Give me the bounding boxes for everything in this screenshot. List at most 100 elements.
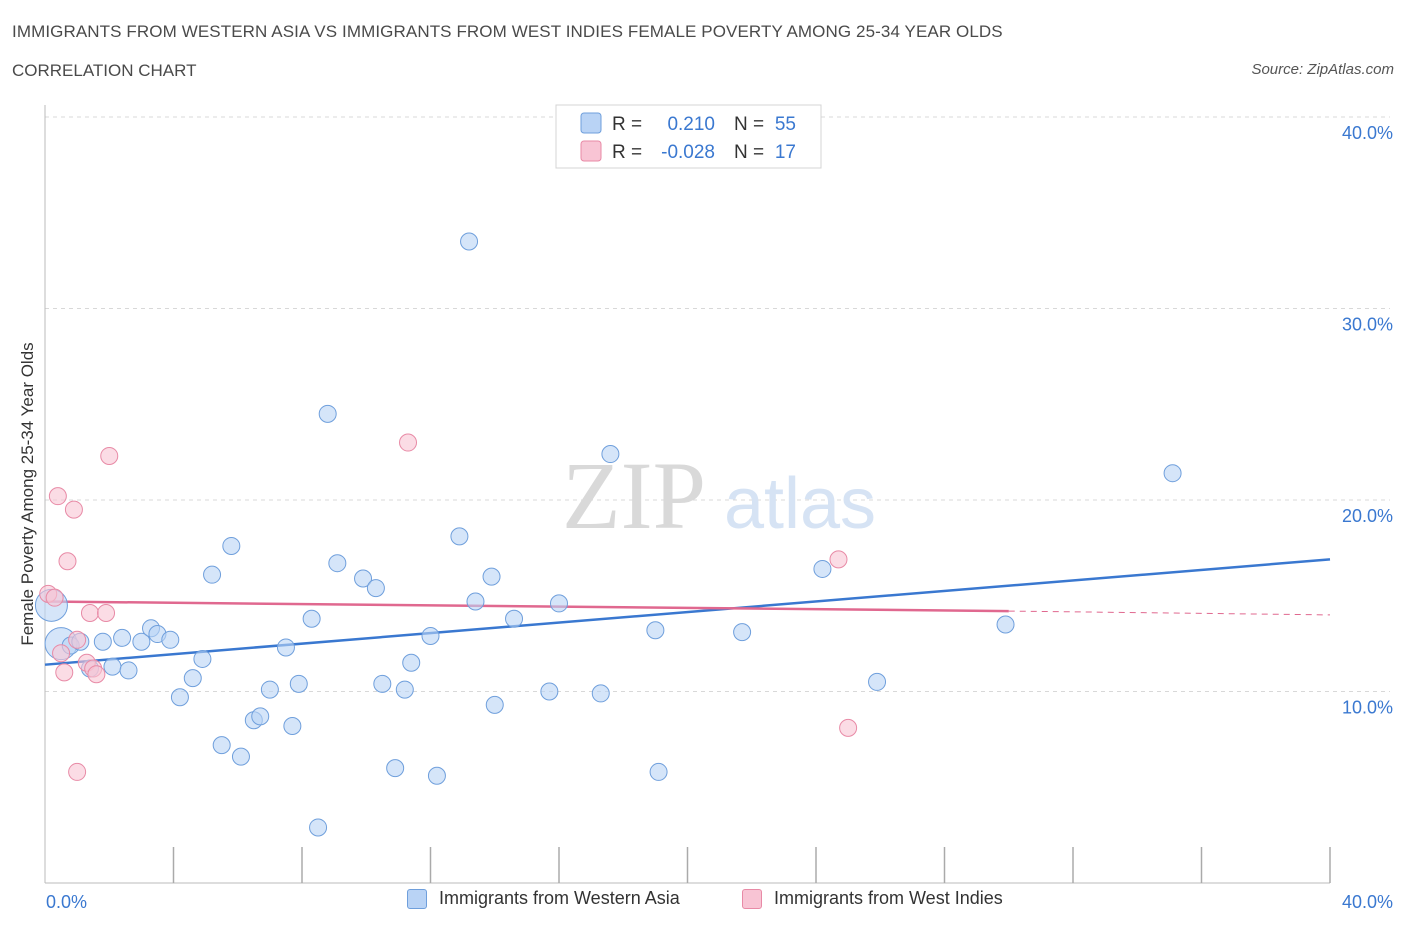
western-asia-point-32: [373, 674, 392, 693]
western-asia-point-36: [421, 626, 440, 645]
data-points: [34, 232, 1182, 837]
western-asia-point-16: [203, 565, 222, 584]
legend-swatch-west-indies: [580, 140, 602, 162]
western-asia-point-54: [1163, 464, 1182, 483]
western-asia-point-19: [231, 747, 250, 766]
western-asia-point-48: [646, 621, 665, 640]
west-indies-point-6: [64, 500, 83, 519]
western-asia-point-31: [366, 579, 385, 598]
western-asia-point-38: [450, 527, 469, 546]
trend-line-west-indies-extension: [1008, 610, 1331, 616]
watermark-zip: ZIP: [562, 442, 706, 549]
western-asia-point-53: [996, 615, 1015, 634]
legend-label-western-asia: Immigrants from Western Asia: [439, 888, 680, 908]
west-indies-point-2: [48, 487, 67, 506]
western-asia-point-22: [260, 680, 279, 699]
watermark: ZIP atlas: [562, 442, 876, 549]
western-asia-point-13: [170, 688, 189, 707]
western-asia-point-33: [386, 759, 405, 778]
western-asia-point-8: [119, 661, 138, 680]
western-asia-point-29: [328, 554, 347, 573]
western-asia-point-25: [289, 674, 308, 693]
western-asia-point-23: [276, 638, 295, 657]
west-indies-point-1: [45, 588, 64, 607]
western-asia-point-42: [485, 695, 504, 714]
western-asia-point-12: [161, 630, 180, 649]
western-asia-point-50: [733, 623, 752, 642]
source-credit: Source: ZipAtlas.com: [1251, 61, 1394, 78]
chart-subtitle: CORRELATION CHART: [12, 61, 197, 80]
legend-n-label-1: N =: [734, 114, 764, 135]
western-asia-point-37: [427, 766, 446, 785]
western-asia-point-44: [540, 682, 559, 701]
western-asia-point-41: [482, 567, 501, 586]
western-asia-point-39: [460, 232, 479, 251]
legend-r-value-2: -0.028: [661, 142, 715, 163]
trend-line-west-indies: [44, 600, 1009, 613]
y-tick-label-30: 30.0%: [1342, 315, 1393, 335]
western-asia-point-28: [318, 404, 337, 423]
legend-n-label-2: N =: [734, 142, 764, 163]
western-asia-point-30: [354, 569, 373, 588]
west-indies-point-10: [80, 603, 99, 622]
chart-title: IMMIGRANTS FROM WESTERN ASIA VS IMMIGRAN…: [12, 22, 1003, 41]
west-indies-point-16: [829, 550, 848, 569]
x-tick-label-min: 0.0%: [46, 892, 87, 912]
western-asia-point-18: [222, 536, 241, 555]
legend-swatch-blue: [407, 888, 427, 909]
western-asia-point-5: [93, 632, 112, 651]
west-indies-point-13: [97, 603, 116, 622]
legend-swatch-western-asia: [580, 112, 602, 134]
legend-swatch-pink: [742, 888, 762, 909]
western-asia-point-40: [466, 592, 485, 611]
western-asia-point-17: [212, 736, 231, 755]
western-asia-point-9: [132, 632, 151, 651]
western-asia-point-6: [103, 657, 122, 676]
western-asia-point-47: [601, 445, 620, 464]
west-indies-point-15: [399, 433, 418, 452]
legend-r-value-1: 0.210: [667, 114, 715, 135]
axes: 0.0% 40.0%: [44, 105, 1393, 912]
west-indies-point-3: [52, 644, 71, 663]
western-asia-point-35: [402, 653, 421, 672]
y-tick-label-20: 20.0%: [1342, 506, 1393, 526]
west-indies-point-5: [58, 552, 77, 571]
west-indies-point-12: [87, 665, 106, 684]
western-asia-point-52: [868, 672, 887, 691]
trend-lines: [44, 558, 1331, 666]
western-asia-point-46: [591, 684, 610, 703]
legend-bottom: Immigrants from Western Asia Immigrants …: [0, 888, 1406, 918]
western-asia-point-26: [302, 609, 321, 628]
y-tick-label-10: 10.0%: [1342, 698, 1393, 718]
western-asia-point-14: [183, 669, 202, 688]
legend-r-label-1: R =: [612, 114, 642, 135]
grid-lines: 10.0% 20.0% 30.0% 40.0%: [45, 116, 1393, 718]
legend-item-western-asia: Immigrants from Western Asia: [407, 888, 680, 909]
legend-n-value-2: 17: [775, 142, 796, 163]
legend-label-west-indies: Immigrants from West Indies: [774, 888, 1003, 908]
western-asia-point-24: [283, 716, 302, 735]
western-asia-point-45: [550, 594, 568, 613]
west-indies-point-4: [55, 663, 74, 682]
x-tick-label-max: 40.0%: [1342, 892, 1393, 912]
legend-top: R = 0.210 N = 55 R = -0.028 N = 17: [555, 104, 822, 169]
western-asia-point-27: [309, 818, 328, 837]
western-asia-point-49: [649, 762, 668, 781]
west-indies-point-7: [68, 762, 87, 781]
western-asia-point-51: [813, 559, 832, 578]
western-asia-point-21: [251, 707, 270, 726]
legend-r-label-2: R =: [612, 142, 642, 163]
western-asia-point-7: [113, 628, 132, 647]
west-indies-point-14: [100, 446, 119, 465]
western-asia-point-43: [505, 609, 524, 628]
legend-item-west-indies: Immigrants from West Indies: [742, 888, 1003, 909]
west-indies-point-8: [68, 630, 87, 649]
y-tick-label-40: 40.0%: [1342, 123, 1393, 143]
legend-n-value-1: 55: [775, 114, 796, 135]
watermark-atlas: atlas: [724, 464, 876, 544]
trend-line-western-asia: [44, 558, 1331, 666]
y-axis-label: Female Poverty Among 25-34 Year Olds: [18, 342, 37, 645]
west-indies-point-17: [839, 718, 858, 737]
western-asia-point-15: [193, 649, 212, 668]
